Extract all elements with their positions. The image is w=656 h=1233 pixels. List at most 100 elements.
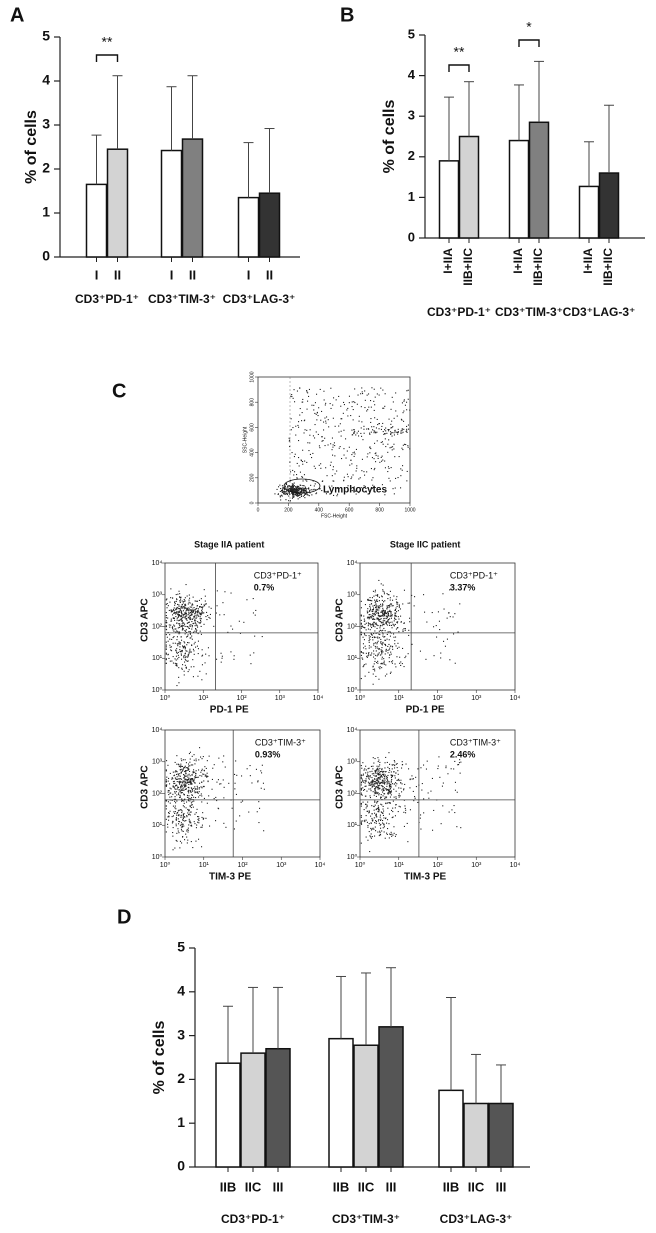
event-dot xyxy=(291,487,293,489)
event-dot xyxy=(383,778,385,780)
event-dot xyxy=(178,623,180,625)
x-tick-label: 10⁰ xyxy=(355,861,366,869)
event-dot xyxy=(169,634,171,636)
event-dot xyxy=(367,622,369,624)
event-dot xyxy=(453,805,455,807)
event-dot xyxy=(372,618,374,620)
event-dot xyxy=(333,480,335,482)
event-dot xyxy=(368,647,370,649)
event-dot xyxy=(302,461,304,463)
event-dot xyxy=(379,615,381,617)
event-dot xyxy=(183,783,185,785)
event-dot xyxy=(183,793,185,795)
event-dot xyxy=(398,796,400,798)
event-dot xyxy=(384,393,386,395)
event-dot xyxy=(175,825,177,827)
event-dot xyxy=(381,441,383,443)
event-dot xyxy=(188,631,190,633)
event-dot xyxy=(431,612,433,614)
event-dot xyxy=(188,653,190,655)
event-dot xyxy=(178,642,180,644)
event-dot xyxy=(384,405,386,407)
event-dot xyxy=(338,431,340,433)
event-dot xyxy=(188,790,190,792)
event-dot xyxy=(363,432,365,434)
event-dot xyxy=(167,826,169,828)
event-dot xyxy=(167,791,169,793)
event-dot xyxy=(201,758,203,760)
event-dot xyxy=(251,782,253,784)
event-dot xyxy=(187,774,189,776)
event-dot xyxy=(379,784,381,786)
event-dot xyxy=(378,618,380,620)
event-dot xyxy=(182,602,184,604)
event-dot xyxy=(185,773,187,775)
event-dot xyxy=(193,787,195,789)
event-dot xyxy=(385,803,387,805)
event-dot xyxy=(179,791,181,793)
event-dot xyxy=(395,790,397,792)
event-dot xyxy=(383,407,385,409)
event-dot xyxy=(361,387,363,389)
event-dot xyxy=(174,771,176,773)
event-dot xyxy=(198,622,200,624)
event-dot xyxy=(340,405,342,407)
event-dot xyxy=(181,792,183,794)
event-dot xyxy=(381,779,383,781)
event-dot xyxy=(184,646,186,648)
event-dot xyxy=(176,643,178,645)
event-dot xyxy=(182,770,184,772)
event-dot xyxy=(181,785,183,787)
event-dot xyxy=(395,797,397,799)
event-dot xyxy=(176,636,178,638)
event-dot xyxy=(378,678,380,680)
event-dot xyxy=(191,774,193,776)
event-dot xyxy=(362,626,364,628)
event-dot xyxy=(192,604,194,606)
event-dot xyxy=(376,769,378,771)
event-dot xyxy=(384,644,386,646)
event-dot xyxy=(375,606,377,608)
series-label: II xyxy=(114,267,121,282)
event-dot xyxy=(384,610,386,612)
event-dot xyxy=(393,636,395,638)
event-dot xyxy=(371,609,373,611)
event-dot xyxy=(387,598,389,600)
x-tick-label: 10³ xyxy=(471,862,482,869)
event-dot xyxy=(377,647,379,649)
event-dot xyxy=(375,775,377,777)
event-dot xyxy=(191,774,193,776)
event-dot xyxy=(197,633,199,635)
x-tick-label: 10⁴ xyxy=(510,695,521,702)
event-dot xyxy=(411,594,413,596)
event-dot xyxy=(386,607,388,609)
event-dot xyxy=(343,429,345,431)
event-dot xyxy=(368,614,370,616)
event-dot xyxy=(201,795,203,797)
event-dot xyxy=(180,790,182,792)
event-dot xyxy=(348,446,350,448)
event-dot xyxy=(368,775,370,777)
x-tick-label: 10³ xyxy=(276,862,287,869)
event-dot xyxy=(234,782,236,784)
event-dot xyxy=(182,664,184,666)
event-dot xyxy=(185,666,187,668)
event-dot xyxy=(381,595,383,597)
event-dot xyxy=(375,623,377,625)
event-dot xyxy=(403,825,405,827)
event-dot xyxy=(299,414,301,416)
event-dot xyxy=(191,611,193,613)
event-dot xyxy=(383,660,385,662)
event-dot xyxy=(365,491,367,493)
event-dot xyxy=(386,615,388,617)
event-dot xyxy=(454,781,456,783)
event-dot xyxy=(406,425,408,427)
event-dot xyxy=(388,615,390,617)
event-dot xyxy=(404,628,406,630)
event-dot xyxy=(288,440,290,442)
event-dot xyxy=(380,818,382,820)
event-dot xyxy=(383,613,385,615)
event-dot xyxy=(377,792,379,794)
bar xyxy=(598,172,620,239)
y-tick-label: 10¹ xyxy=(347,655,358,662)
